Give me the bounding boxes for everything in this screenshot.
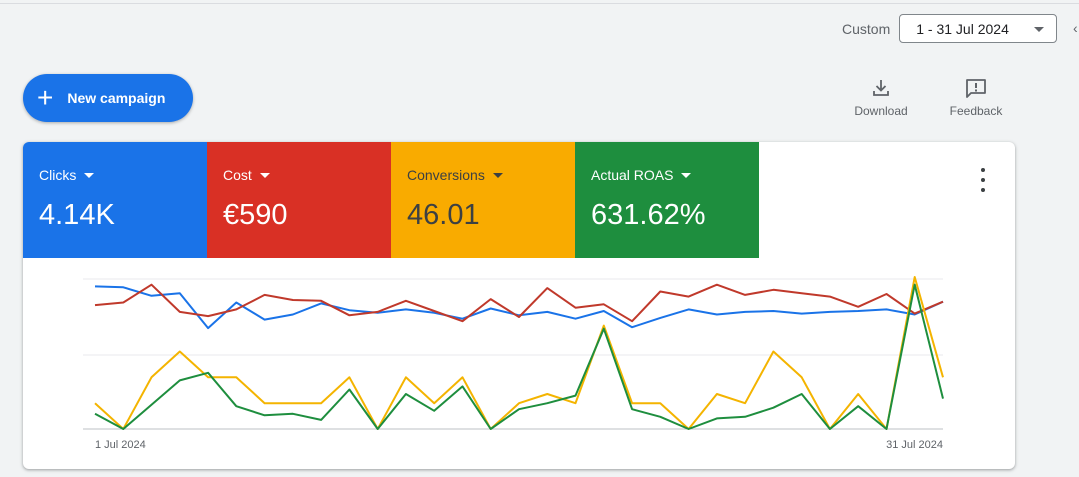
feedback-icon bbox=[966, 79, 986, 98]
scorecard-roas-label: Actual ROAS bbox=[591, 167, 674, 183]
date-range-picker: Custom 1 - 31 Jul 2024 bbox=[842, 13, 1058, 44]
scorecard-conversions[interactable]: Conversions 46.01 bbox=[391, 142, 575, 258]
series-line-conversions bbox=[94, 276, 944, 430]
scorecard-cost-value: €590 bbox=[223, 199, 288, 231]
download-label: Download bbox=[854, 104, 908, 118]
date-range-value: 1 - 31 Jul 2024 bbox=[916, 20, 1009, 37]
series-line-clicks bbox=[94, 285, 944, 330]
dropdown-arrow-icon bbox=[492, 172, 503, 178]
scorecard-cost[interactable]: Cost €590 bbox=[207, 142, 391, 258]
scorecard-cost-label: Cost bbox=[223, 167, 252, 183]
feedback-label: Feedback bbox=[949, 104, 1003, 118]
performance-chart: 1 Jul 2024 31 Jul 2024 bbox=[83, 276, 944, 451]
download-button[interactable]: Download bbox=[852, 78, 910, 118]
chevron-left-icon[interactable]: ‹ bbox=[1073, 20, 1078, 36]
scorecard-roas-value: 631.62% bbox=[591, 199, 706, 231]
scorecard-roas[interactable]: Actual ROAS 631.62% bbox=[575, 142, 759, 258]
date-range-label: Custom bbox=[842, 20, 891, 37]
chevron-down-icon bbox=[1034, 27, 1045, 32]
scorecard-cost-title: Cost bbox=[223, 167, 391, 183]
scorecard-conversions-title: Conversions bbox=[407, 167, 575, 183]
scorecard-conversions-value: 46.01 bbox=[407, 199, 480, 231]
plus-icon: + bbox=[37, 82, 54, 113]
download-icon bbox=[873, 80, 889, 96]
feedback-button[interactable]: Feedback bbox=[948, 78, 1004, 118]
new-campaign-label: New campaign bbox=[67, 90, 166, 106]
scorecard-conversions-label: Conversions bbox=[407, 167, 485, 183]
x-axis-end-label: 31 Jul 2024 bbox=[886, 439, 943, 451]
performance-card: Clicks 4.14K Cost €590 Conversions 46.01… bbox=[23, 142, 1015, 469]
series-line-cost bbox=[94, 283, 944, 323]
dropdown-arrow-icon bbox=[259, 172, 270, 178]
scorecard-clicks-label: Clicks bbox=[39, 167, 77, 183]
scorecard-clicks-title: Clicks bbox=[39, 167, 207, 183]
scorecard-row: Clicks 4.14K Cost €590 Conversions 46.01… bbox=[23, 142, 759, 258]
more-options-icon[interactable] bbox=[973, 168, 993, 192]
chart-lines bbox=[94, 276, 944, 430]
scorecard-clicks[interactable]: Clicks 4.14K bbox=[23, 142, 207, 258]
series-line-actual-roas bbox=[94, 283, 944, 430]
scorecard-roas-title: Actual ROAS bbox=[591, 167, 759, 183]
x-axis-start-label: 1 Jul 2024 bbox=[95, 439, 146, 451]
top-divider bbox=[0, 3, 1079, 4]
dropdown-arrow-icon bbox=[84, 172, 95, 178]
scorecard-clicks-value: 4.14K bbox=[39, 199, 115, 231]
date-range-select[interactable]: 1 - 31 Jul 2024 bbox=[899, 14, 1058, 43]
dropdown-arrow-icon bbox=[681, 172, 692, 178]
new-campaign-button[interactable]: + New campaign bbox=[23, 74, 193, 122]
chart-grid bbox=[83, 278, 943, 430]
